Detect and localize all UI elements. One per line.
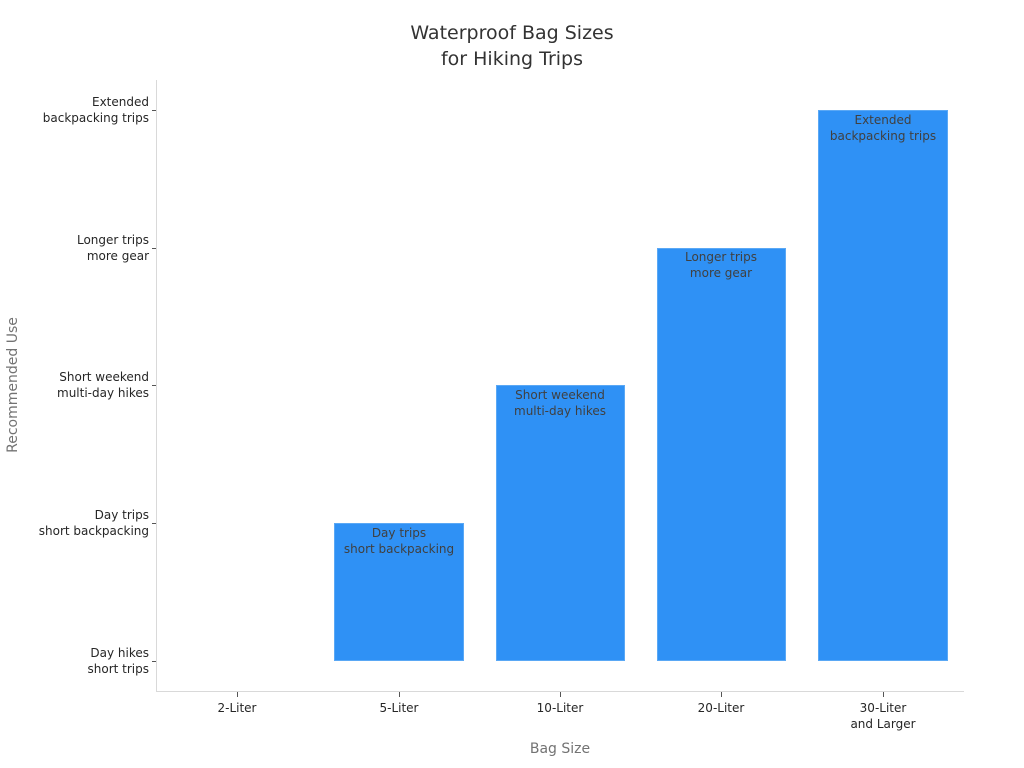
bar-label: Day trips short backpacking — [343, 526, 455, 556]
y-tick — [152, 110, 156, 111]
bar-label: Short weekend multi-day hikes — [514, 388, 606, 418]
y-axis-line — [156, 80, 157, 692]
chart-title-line-2: for Hiking Trips — [440, 48, 584, 70]
x-tick — [721, 692, 722, 697]
y-tick-label: Day hikes short trips — [87, 646, 150, 676]
x-tick-label: 5-Liter — [379, 701, 419, 715]
y-tick-label: Short weekend multi-day hikes — [57, 370, 149, 400]
bar-20-liter — [657, 248, 786, 661]
y-tick — [152, 385, 156, 386]
y-tick-label: Longer trips more gear — [76, 233, 149, 263]
bar-10-liter — [496, 385, 625, 661]
x-tick-label: 10-Liter — [536, 701, 584, 715]
x-axis-line — [156, 691, 964, 692]
bar-5-liter — [334, 523, 464, 661]
y-tick — [152, 248, 156, 249]
x-tick — [237, 692, 238, 697]
x-tick — [883, 692, 884, 697]
y-axis-title: Recommended Use — [5, 317, 21, 453]
x-tick — [399, 692, 400, 697]
y-tick — [152, 523, 156, 524]
bar-30-liter — [818, 110, 948, 661]
x-tick-label: 2-Liter — [217, 701, 257, 715]
bar-label: Extended backpacking trips — [829, 113, 937, 143]
chart-title-line-1: Waterproof Bag Sizes — [410, 22, 614, 44]
x-tick-label: 30-Liter and Larger — [850, 701, 916, 731]
bar-label: Longer trips more gear — [684, 250, 757, 280]
y-tick-label: Day trips short backpacking — [38, 508, 149, 538]
y-tick-label: Extended backpacking trips — [42, 95, 149, 125]
y-tick — [152, 661, 156, 662]
x-axis-title: Bag Size — [529, 741, 591, 757]
x-tick-label: 20-Liter — [697, 701, 745, 715]
x-tick — [560, 692, 561, 697]
